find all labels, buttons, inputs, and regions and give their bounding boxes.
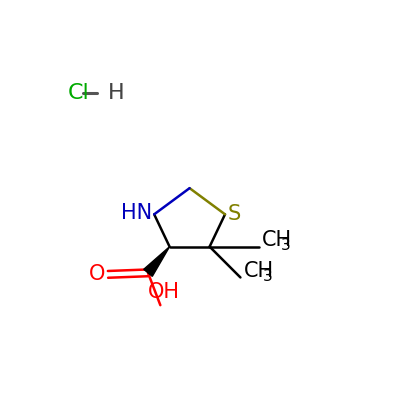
Text: HN: HN: [120, 203, 152, 223]
Polygon shape: [144, 247, 170, 276]
Text: CH: CH: [262, 230, 292, 250]
Text: O: O: [89, 264, 106, 284]
Text: CH: CH: [244, 260, 274, 280]
Text: Cl: Cl: [68, 83, 90, 103]
Text: H: H: [108, 83, 125, 103]
Text: OH: OH: [148, 282, 180, 302]
Text: 3: 3: [281, 238, 291, 254]
Text: 3: 3: [262, 269, 272, 284]
Text: S: S: [228, 204, 241, 224]
